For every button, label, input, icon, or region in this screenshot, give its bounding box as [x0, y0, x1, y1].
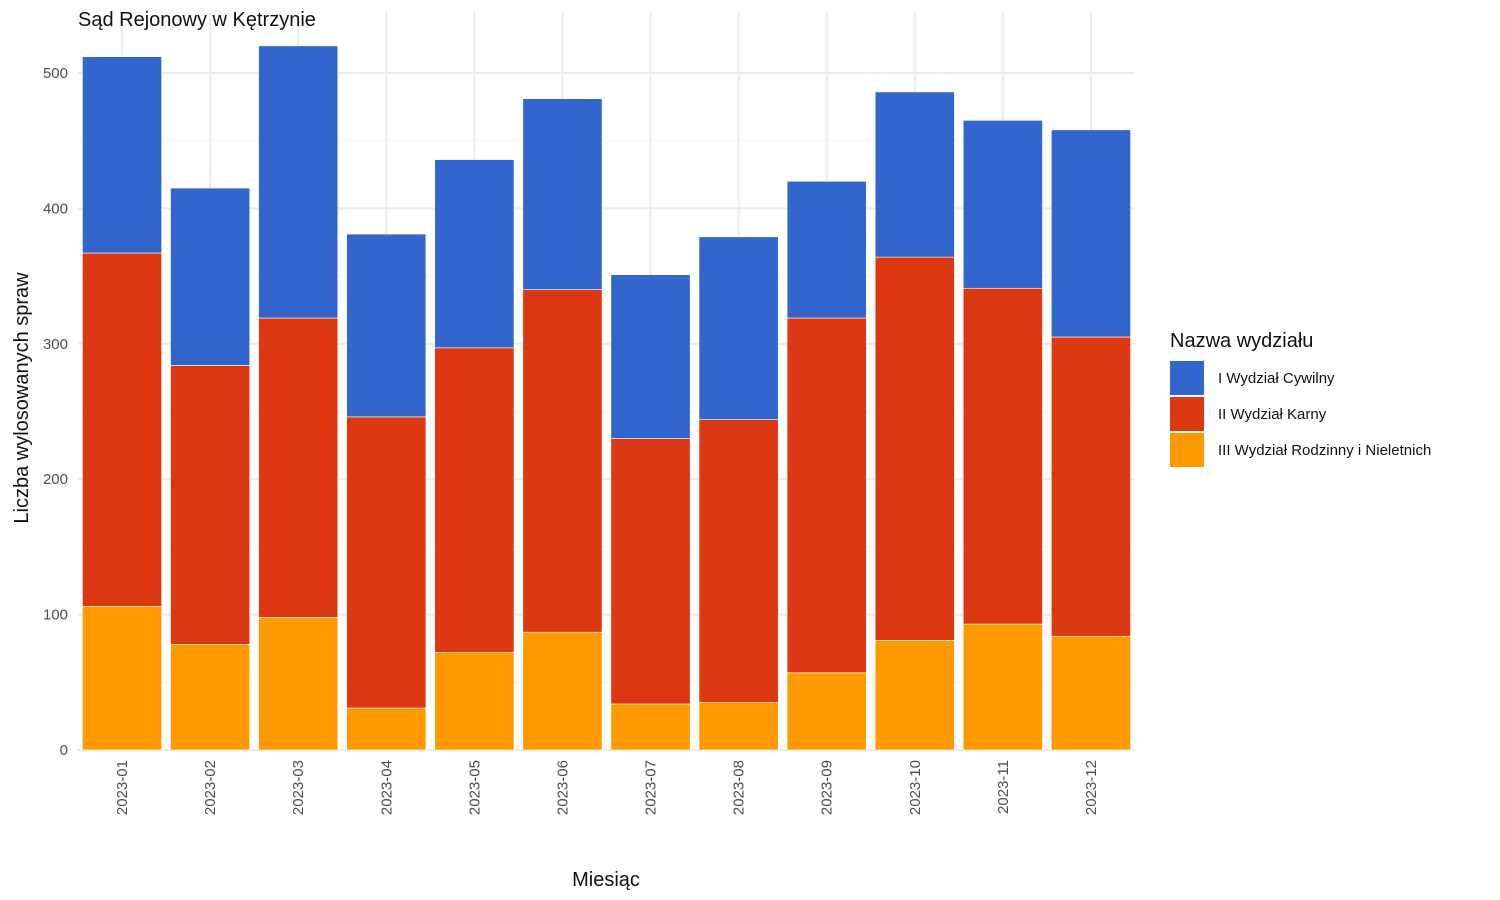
bar-segment [258, 317, 339, 618]
x-axis-title: Miesiąc [572, 869, 640, 891]
bar-segment [170, 644, 251, 751]
bar-segment [522, 631, 603, 751]
chart-title: Sąd Rejonowy w Kętrzynie [78, 9, 316, 31]
bar-segment [962, 120, 1043, 289]
y-tick-label: 300 [43, 336, 68, 353]
legend-label: I Wydział Cywilny [1218, 370, 1335, 387]
bar-segment [1051, 336, 1131, 637]
bar-segment [962, 287, 1043, 625]
bar-segment [434, 159, 515, 349]
x-tick-label: 2023-09 [819, 760, 836, 815]
legend-swatch [1170, 433, 1204, 467]
x-tick-label: 2023-12 [1083, 760, 1100, 815]
bar-segment [874, 640, 955, 751]
bar-segment [874, 91, 955, 258]
legend-label: III Wydział Rodzinny i Nieletnich [1218, 442, 1431, 459]
y-axis-ticks: 0 100 200 300 400 500 [43, 65, 68, 759]
bar-segment [434, 652, 515, 751]
bar-segment [786, 180, 867, 319]
bar-segment [82, 252, 162, 607]
y-axis-title: Liczba wylosowanych spraw [11, 272, 33, 524]
bar-segment [698, 236, 779, 420]
bar-segment [82, 606, 162, 751]
bar-segment [698, 419, 779, 703]
x-tick-label: 2023-07 [643, 760, 660, 815]
bar-segment [786, 317, 867, 674]
y-tick-label: 0 [60, 742, 68, 759]
bar-segment [610, 274, 691, 439]
bar-segment [170, 187, 251, 366]
bar-segment [434, 347, 515, 653]
x-tick-label: 2023-05 [466, 760, 483, 815]
x-tick-label: 2023-03 [290, 760, 307, 815]
bar-segment [610, 438, 691, 705]
bar-segment [258, 45, 339, 319]
x-tick-label: 2023-04 [378, 760, 395, 815]
y-tick-label: 200 [43, 471, 68, 488]
bar-segment [522, 98, 603, 290]
bar-segment [258, 616, 339, 751]
legend-title: Nazwa wydziału [1170, 330, 1313, 352]
x-tick-label: 2023-01 [114, 760, 131, 815]
bar-segment [874, 256, 955, 641]
legend-swatch [1170, 361, 1204, 395]
bar-segment [786, 672, 867, 751]
bar-segment [346, 707, 427, 751]
bar-segment [610, 703, 691, 751]
x-tick-label: 2023-08 [731, 760, 748, 815]
bars [82, 45, 1131, 751]
x-tick-label: 2023-02 [202, 760, 219, 815]
bar-segment [82, 56, 162, 254]
x-axis-ticks: 2023-01 2023-02 2023-03 2023-04 2023-05 2023-… [114, 760, 1100, 815]
y-tick-label: 500 [43, 65, 68, 82]
legend-label: II Wydział Karny [1218, 406, 1327, 423]
legend: Nazwa wydziału I Wydział Cywilny II Wydzi… [1170, 330, 1431, 467]
x-tick-label: 2023-06 [554, 760, 571, 815]
bar-segment [170, 365, 251, 645]
bar-segment [346, 416, 427, 709]
bar-segment [522, 289, 603, 633]
legend-swatch [1170, 397, 1204, 431]
y-tick-label: 100 [43, 607, 68, 624]
bar-segment [698, 702, 779, 751]
bar-segment [346, 233, 427, 418]
bar-segment [1051, 635, 1131, 751]
bar-segment [1051, 129, 1131, 338]
y-tick-label: 400 [43, 200, 68, 217]
x-tick-label: 2023-11 [995, 760, 1012, 814]
x-tick-label: 2023-10 [907, 760, 924, 815]
bar-segment [962, 623, 1043, 751]
